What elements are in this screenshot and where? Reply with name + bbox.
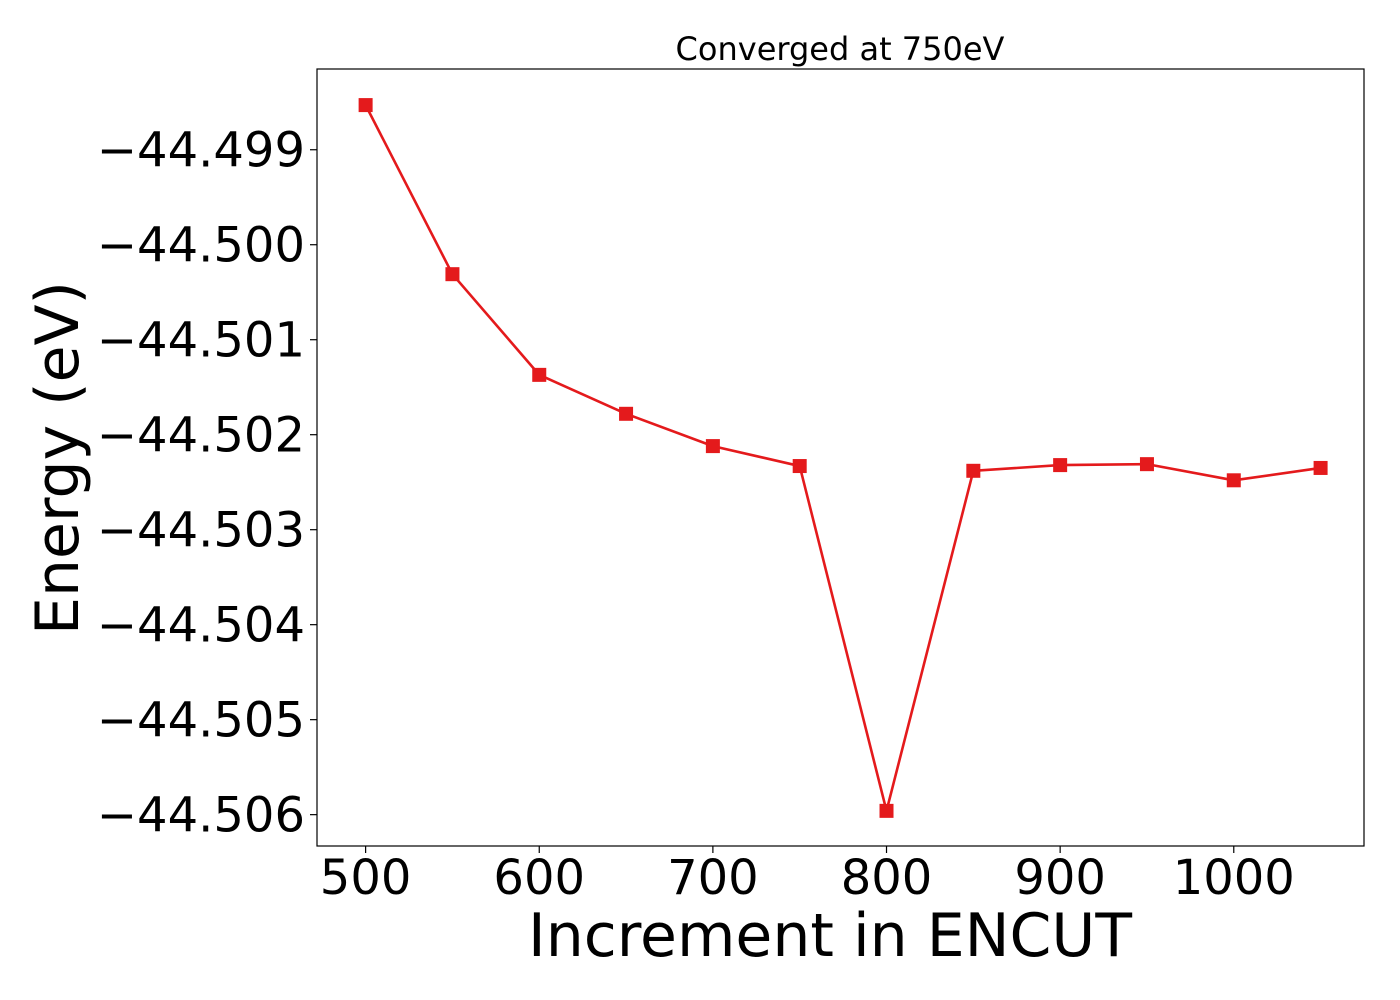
x-axis: 500 600 700 800 900 1000	[320, 846, 1295, 906]
x-axis-label: Increment in ENCUT	[528, 901, 1132, 971]
y-tick-label: −44.499	[97, 123, 305, 179]
y-axis: −44.499 −44.500 −44.501 −44.502 −44.503 −44.5…	[97, 123, 317, 844]
data-point-marker	[1139, 457, 1154, 472]
data-point-marker	[705, 439, 720, 454]
y-tick-label: −44.505	[97, 693, 305, 749]
x-tick-label: 1000	[1173, 850, 1295, 906]
x-tick-label: 500	[320, 850, 412, 906]
data-point-marker	[792, 459, 807, 474]
x-tick-label: 600	[493, 850, 585, 906]
y-tick-label: −44.503	[97, 503, 305, 559]
y-tick-label: −44.504	[97, 598, 305, 654]
plot-area-frame	[316, 68, 1365, 847]
data-point-marker	[445, 267, 460, 282]
y-tick-label: −44.506	[97, 788, 305, 844]
x-tick-label: 900	[1014, 850, 1106, 906]
y-axis-label: Energy (eV)	[23, 281, 93, 635]
data-point-marker	[1226, 473, 1241, 488]
y-tick-label: −44.501	[97, 313, 305, 369]
chart-title: Converged at 750eV	[676, 30, 1005, 68]
data-point-marker	[879, 803, 894, 818]
data-point-marker	[1053, 458, 1068, 473]
x-tick-label: 800	[841, 850, 933, 906]
y-tick-label: −44.502	[97, 408, 305, 464]
series-layer	[358, 98, 1328, 818]
data-point-marker	[532, 367, 547, 382]
data-point-marker	[619, 406, 634, 421]
data-point-marker	[358, 98, 373, 113]
x-tick-label: 700	[667, 850, 759, 906]
series-line-0	[364, 104, 1321, 813]
y-tick-label: −44.500	[97, 218, 305, 274]
data-point-marker	[966, 463, 981, 478]
data-point-marker	[1313, 460, 1328, 475]
